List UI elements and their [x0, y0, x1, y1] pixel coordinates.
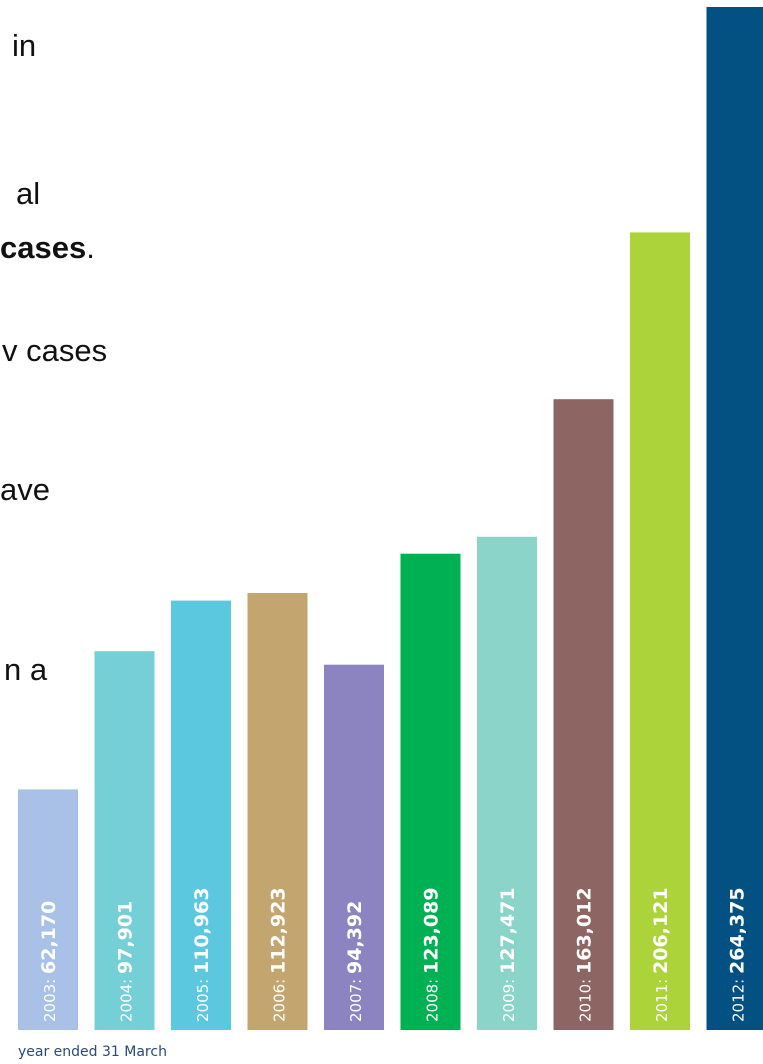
bars-group — [18, 7, 763, 1030]
bar-label-year: 2006: — [271, 974, 289, 1022]
bar-label-year: 2004: — [118, 974, 136, 1022]
bar-label-year: 2008: — [424, 974, 442, 1022]
background-text-line-2: al — [16, 176, 41, 211]
bar-label-year: 2009: — [500, 974, 518, 1022]
bar-label-2007: 2007: 94,392 — [344, 901, 366, 1022]
bar-label-year: 2011: — [653, 974, 671, 1022]
background-text-line-3: cases. — [0, 230, 95, 265]
bar-label-value: 62,170 — [38, 901, 60, 974]
bar-2006 — [247, 593, 308, 1030]
bar-label-2005: 2005: 110,963 — [191, 887, 213, 1022]
bar-label-value: 112,923 — [268, 887, 290, 974]
bar-2005 — [171, 600, 231, 1030]
bar-label-2008: 2008: 123,089 — [421, 887, 443, 1022]
bar-label-2003: 2003: 62,170 — [38, 901, 60, 1022]
bar-2008 — [400, 553, 461, 1030]
bar-2003 — [18, 789, 78, 1030]
bar-label-year: 2003: — [41, 974, 59, 1022]
bar-label-value: 94,392 — [344, 901, 366, 974]
bar-label-value: 264,375 — [727, 887, 749, 974]
bar-label-2006: 2006: 112,923 — [268, 887, 290, 1022]
bar-label-value: 163,012 — [574, 887, 596, 974]
bar-label-2012: 2012: 264,375 — [727, 887, 749, 1022]
bar-2004 — [94, 651, 155, 1030]
bar-label-year: 2010: — [577, 974, 595, 1022]
background-text-line-5: ave — [0, 472, 50, 507]
bar-2010 — [553, 399, 614, 1030]
bar-label-year: 2012: — [730, 974, 748, 1022]
bar-2012 — [706, 7, 763, 1030]
bar-label-year: 2007: — [347, 974, 365, 1022]
bar-label-2009: 2009: 127,471 — [497, 887, 519, 1022]
bar-2007 — [324, 664, 384, 1030]
bar-label-year: 2005: — [194, 974, 212, 1022]
x-axis-label: year ended 31 March — [18, 1044, 167, 1060]
bar-label-value: 110,963 — [191, 887, 213, 974]
bar-label-2011: 2011: 206,121 — [650, 887, 672, 1022]
bar-label-value: 123,089 — [421, 887, 443, 974]
bar-label-value: 206,121 — [650, 887, 672, 974]
background-text-line-6: n a — [4, 652, 48, 687]
background-text-line-4: v cases — [2, 333, 108, 368]
bar-2009 — [477, 536, 537, 1030]
bar-label-value: 127,471 — [497, 887, 519, 974]
background-text-line-1: in — [12, 28, 37, 63]
bar-label-value: 97,901 — [115, 901, 137, 974]
bar-2011 — [630, 232, 690, 1030]
bar-label-2004: 2004: 97,901 — [115, 901, 137, 1022]
bar-label-2010: 2010: 163,012 — [574, 887, 596, 1022]
